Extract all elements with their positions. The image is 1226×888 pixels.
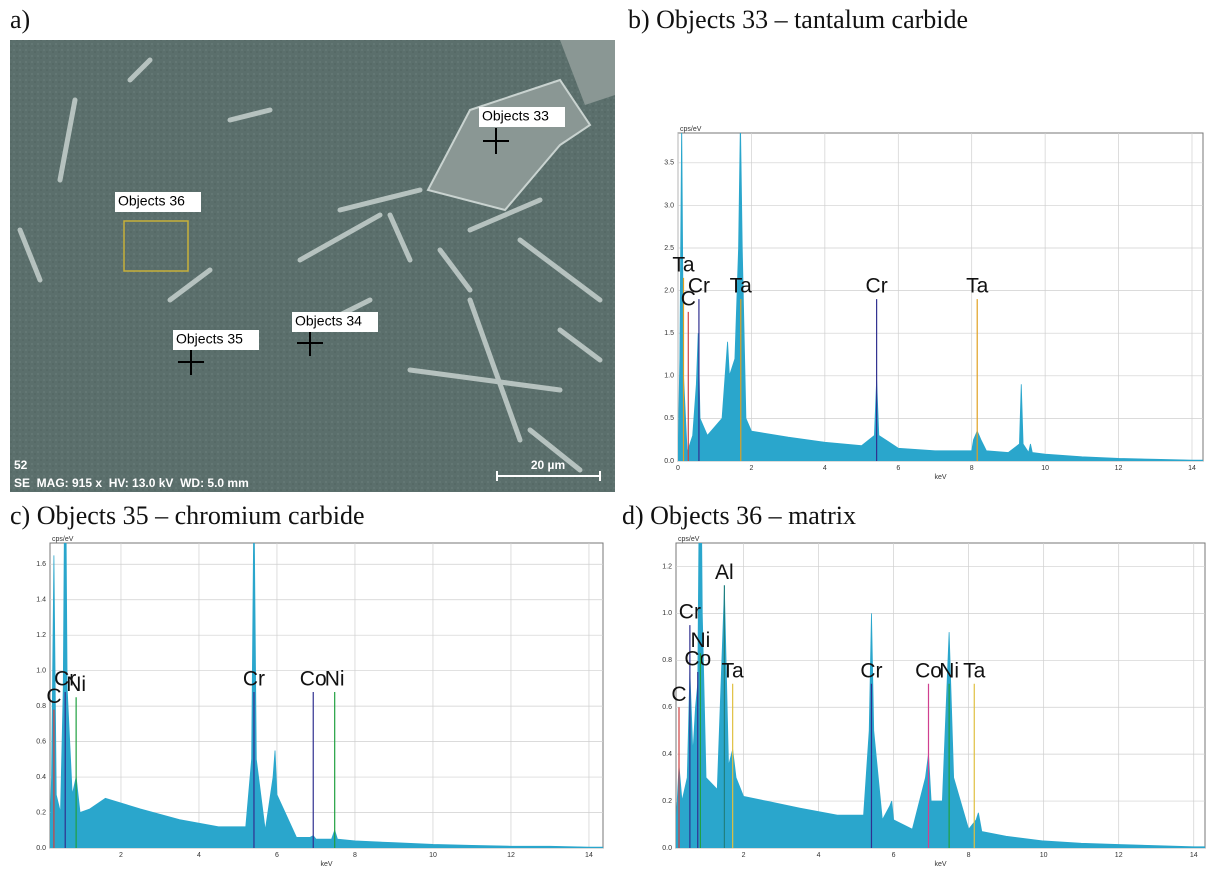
y-tick-label: 0.0 bbox=[36, 845, 46, 852]
y-tick-label: 3.5 bbox=[664, 160, 674, 167]
y-tick-label: 0.4 bbox=[36, 774, 46, 781]
element-label: Al bbox=[715, 561, 734, 584]
plot-area bbox=[677, 132, 1204, 462]
panel-title: a) bbox=[10, 5, 30, 34]
plot-area bbox=[49, 542, 604, 849]
y-tick-label: 1.0 bbox=[36, 668, 46, 675]
x-tick-label: 4 bbox=[823, 465, 827, 472]
y-tick-label: 0.0 bbox=[664, 458, 674, 465]
spectrum-area bbox=[50, 543, 603, 848]
element-label: Ta bbox=[963, 659, 986, 682]
y-tick-label: 1.4 bbox=[36, 597, 46, 604]
x-tick-label: 10 bbox=[1041, 465, 1049, 472]
object-label: Objects 36 bbox=[118, 193, 185, 209]
x-tick-label: 12 bbox=[1115, 465, 1123, 472]
x-tick-label: 2 bbox=[119, 852, 123, 859]
y-tick-label: 0.4 bbox=[662, 751, 672, 758]
element-label: Ta bbox=[730, 275, 753, 298]
spectrum-chart: d) Objects 36 – matrix 0.0 0.2 0.4 0.6 0.8 1.0… bbox=[622, 501, 1206, 868]
x-tick-label: 14 bbox=[1188, 465, 1196, 472]
spectrum-area bbox=[678, 133, 1203, 461]
element-label: Cr bbox=[243, 668, 265, 691]
x-label: keV bbox=[934, 474, 946, 481]
y-tick-label: 1.0 bbox=[662, 610, 672, 617]
x-tick-label: 8 bbox=[970, 465, 974, 472]
object-label: Objects 34 bbox=[295, 313, 362, 329]
y-tick-label: 1.2 bbox=[662, 563, 672, 570]
y-unit: cps/eV bbox=[678, 536, 700, 543]
x-tick-label: 2 bbox=[742, 852, 746, 859]
x-tick-label: 10 bbox=[429, 852, 437, 859]
frame-number: 52 bbox=[14, 458, 28, 472]
x-tick-label: 12 bbox=[507, 852, 515, 859]
x-label: keV bbox=[320, 861, 332, 868]
y-tick-label: 3.0 bbox=[664, 202, 674, 209]
spectrum-chart: b) Objects 33 – tantalum carbide 0.0 0.5 1.… bbox=[628, 5, 1204, 481]
y-tick-label: 0.5 bbox=[664, 415, 674, 422]
element-label: C bbox=[671, 683, 686, 706]
x-tick-label: 10 bbox=[1040, 852, 1048, 859]
sem-image: Objects 33 Objects 36 Objects 35 Objects… bbox=[10, 40, 615, 492]
element-label: Cr bbox=[679, 601, 701, 624]
y-unit: cps/eV bbox=[680, 126, 702, 133]
y-tick-label: 0.2 bbox=[36, 809, 46, 816]
plot-area bbox=[675, 542, 1206, 849]
y-tick-label: 1.2 bbox=[36, 632, 46, 639]
y-unit: cps/eV bbox=[52, 536, 74, 543]
object-label: Objects 35 bbox=[176, 331, 243, 347]
element-label: Ta bbox=[722, 659, 745, 682]
spectrum-area bbox=[676, 543, 1205, 848]
element-label: Cr bbox=[860, 659, 882, 682]
element-label: Ta bbox=[672, 253, 695, 276]
x-tick-label: 8 bbox=[353, 852, 357, 859]
panel-title: c) Objects 35 – chromium carbide bbox=[10, 501, 365, 530]
spectrum-chart: c) Objects 35 – chromium carbide 0.0 0.2 0.… bbox=[10, 501, 604, 868]
x-tick-label: 6 bbox=[275, 852, 279, 859]
element-label: Ni bbox=[939, 659, 959, 682]
element-label: Co bbox=[684, 648, 711, 671]
y-tick-label: 0.0 bbox=[662, 845, 672, 852]
object-label: Objects 33 bbox=[482, 108, 549, 124]
x-tick-label: 0 bbox=[676, 465, 680, 472]
y-tick-label: 0.8 bbox=[36, 703, 46, 710]
x-tick-label: 14 bbox=[1190, 852, 1198, 859]
y-tick-label: 0.2 bbox=[662, 798, 672, 805]
x-tick-label: 8 bbox=[967, 852, 971, 859]
element-label: Co bbox=[300, 668, 327, 691]
x-tick-label: 4 bbox=[197, 852, 201, 859]
x-tick-label: 12 bbox=[1115, 852, 1123, 859]
y-tick-label: 1.0 bbox=[664, 373, 674, 380]
image-info: SE MAG: 915 x HV: 13.0 kV WD: 5.0 mm bbox=[14, 476, 249, 490]
element-label: C bbox=[46, 685, 61, 708]
scale-bar-label: 20 µm bbox=[531, 458, 565, 472]
y-tick-label: 0.6 bbox=[662, 704, 672, 711]
element-label: Cr bbox=[866, 275, 888, 298]
y-tick-label: 1.6 bbox=[36, 561, 46, 568]
element-label: Co bbox=[915, 659, 942, 682]
element-label: Ni bbox=[66, 673, 86, 696]
y-tick-label: 1.5 bbox=[664, 330, 674, 337]
y-tick-label: 0.8 bbox=[662, 657, 672, 664]
element-label: Cr bbox=[688, 275, 710, 298]
element-label: Ni bbox=[690, 629, 710, 652]
x-tick-label: 4 bbox=[817, 852, 821, 859]
element-label: Ni bbox=[325, 668, 345, 691]
element-label: Ta bbox=[966, 275, 989, 298]
panel-title: b) Objects 33 – tantalum carbide bbox=[628, 5, 968, 34]
element-label: Cr bbox=[54, 668, 76, 691]
panel-title: d) Objects 36 – matrix bbox=[622, 501, 856, 530]
y-tick-label: 0.6 bbox=[36, 738, 46, 745]
x-tick-label: 6 bbox=[896, 465, 900, 472]
x-tick-label: 6 bbox=[892, 852, 896, 859]
element-label: C bbox=[681, 287, 696, 310]
y-tick-label: 2.5 bbox=[664, 245, 674, 252]
x-tick-label: 14 bbox=[585, 852, 593, 859]
y-tick-label: 2.0 bbox=[664, 287, 674, 294]
x-tick-label: 2 bbox=[749, 465, 753, 472]
x-label: keV bbox=[934, 861, 946, 868]
